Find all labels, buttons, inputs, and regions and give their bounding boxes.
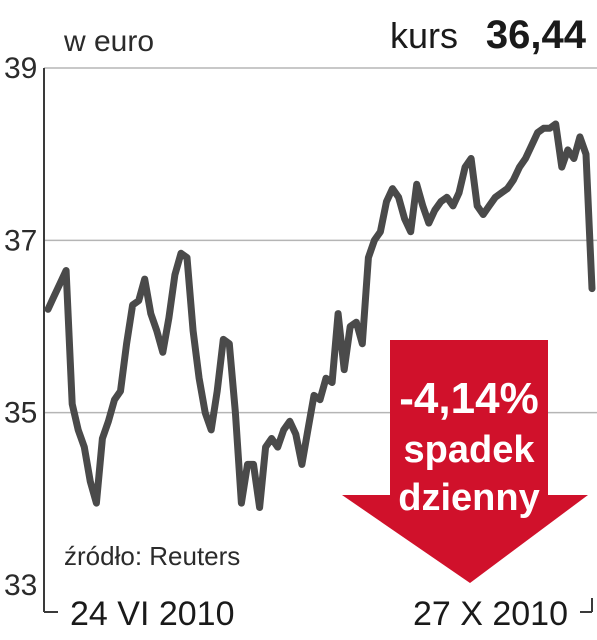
y-tick-label-35: 35 bbox=[4, 397, 37, 430]
x-start-label: 24 VI 2010 bbox=[70, 595, 234, 633]
callout-arrow-shape bbox=[342, 340, 588, 583]
y-tick-label-39: 39 bbox=[4, 52, 37, 85]
kurs-label: kurs bbox=[390, 15, 458, 56]
price-series bbox=[44, 120, 596, 511]
kurs-value: 36,44 bbox=[486, 13, 587, 57]
y-tick-label-33: 33 bbox=[4, 569, 37, 602]
y-tick-label-37: 37 bbox=[4, 224, 37, 257]
daily-drop-callout: -4,14% spadek dzienny bbox=[342, 340, 588, 583]
callout-line1: spadek bbox=[404, 429, 536, 471]
y-tick-labels: 33 35 37 39 bbox=[4, 52, 37, 602]
chart-frame bbox=[43, 68, 593, 613]
unit-label: w euro bbox=[63, 25, 154, 58]
callout-line2: dzienny bbox=[398, 477, 539, 519]
x-end-label: 27 X 2010 bbox=[413, 595, 568, 633]
callout-percent: -4,14% bbox=[399, 374, 538, 423]
price-line bbox=[44, 120, 596, 511]
source-label: źródło: Reuters bbox=[64, 541, 240, 571]
